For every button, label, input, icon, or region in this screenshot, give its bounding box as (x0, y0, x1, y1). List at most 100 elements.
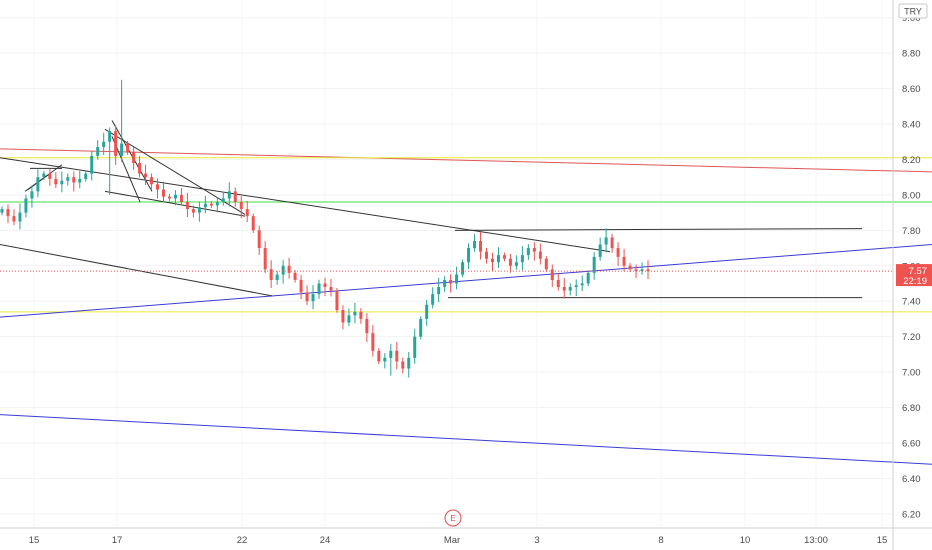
candle-body (203, 203, 207, 208)
candle-body (485, 251, 488, 259)
time-tick-label: 10 (740, 535, 751, 546)
candle-body (102, 141, 106, 148)
price-tick-label: 7.80 (902, 226, 921, 237)
candle-body (173, 194, 177, 199)
candle-body (221, 198, 225, 202)
candle-body (162, 189, 165, 197)
candle-body (413, 336, 417, 358)
time-tick-label: 15 (877, 535, 888, 546)
candle-body (227, 191, 231, 199)
trend-line (0, 244, 273, 297)
candle-body (556, 279, 560, 288)
candle-body (90, 155, 94, 174)
price-tick-label: 8.40 (902, 120, 921, 131)
candle-body (0, 209, 4, 213)
candle-body (592, 256, 596, 273)
candle-body (126, 143, 130, 153)
candle-body (407, 357, 411, 369)
trend-line (0, 244, 932, 318)
candle-body (185, 201, 189, 210)
price-tick-label: 6.60 (902, 438, 921, 449)
candle-body (473, 240, 477, 249)
trend-line (454, 228, 863, 231)
candle-body (233, 191, 237, 202)
candle-body (251, 216, 255, 231)
candle-body (215, 201, 219, 206)
currency-badge[interactable]: TRY (898, 3, 928, 19)
candle-body (461, 262, 465, 275)
candle-body (305, 292, 309, 302)
candle-body (425, 304, 429, 319)
candle-body (60, 180, 64, 185)
candle-body (197, 207, 201, 213)
candle-body (634, 269, 638, 272)
candle-body (239, 201, 243, 210)
candle-body (598, 244, 602, 257)
candle-body (24, 198, 28, 213)
candle-body (520, 255, 524, 263)
candle-body (502, 255, 506, 259)
candle-body (132, 152, 136, 164)
candle-body (144, 173, 148, 178)
candle-body (532, 248, 536, 252)
candle-body (72, 177, 76, 183)
candle-body (401, 361, 405, 369)
candle-body (120, 143, 124, 156)
candle-body (353, 311, 357, 316)
trend-line (0, 157, 611, 253)
price-tick-label: 7.40 (902, 297, 921, 308)
candle-body (341, 310, 345, 323)
time-tick-label: 22 (237, 535, 248, 546)
time-tick-label: Mar (444, 535, 460, 546)
candle-body (389, 350, 393, 358)
trend-line (0, 414, 932, 465)
candle-body (496, 255, 500, 263)
candle-body (96, 147, 100, 156)
price-tick-label: 6.20 (902, 509, 921, 520)
time-tick-label: 17 (112, 535, 123, 546)
last-price-tag: 7.57 22:19 (896, 264, 932, 287)
candle-body (610, 237, 614, 249)
candle-body (281, 265, 285, 275)
price-tick-label: 8.80 (902, 49, 921, 60)
candle-body (455, 274, 459, 284)
candle-body (48, 173, 52, 179)
price-tick-label: 7.20 (902, 332, 921, 343)
candle-body (383, 357, 387, 362)
candle-body (54, 178, 58, 185)
candle-body (335, 290, 339, 311)
time-tick-label: 3 (534, 535, 539, 546)
candle-body (167, 196, 171, 199)
event-marker-label: E (450, 514, 455, 523)
candle-body (269, 269, 273, 280)
price-tick-label: 9.00 (902, 13, 921, 24)
candle-body (323, 283, 327, 288)
candle-body (138, 163, 142, 174)
candle-body (78, 178, 82, 183)
time-tick-label: 13:00 (804, 535, 828, 546)
time-tick-label: 15 (29, 535, 40, 546)
candle-body (550, 269, 554, 280)
candle-body (574, 285, 578, 288)
time-tick-label: 8 (658, 535, 663, 546)
candle-body (42, 173, 46, 178)
bar-countdown: 22:19 (903, 276, 927, 287)
candle-body (257, 230, 261, 249)
candle-body (30, 191, 34, 199)
candle-body (616, 248, 620, 257)
trend-line (0, 148, 932, 173)
time-axis[interactable]: 15 17 22 24 Mar 3 8 10 13:00 15 (29, 535, 888, 546)
candle-body (311, 294, 315, 302)
candle-body (640, 269, 644, 272)
price-tick-label: 6.80 (902, 403, 921, 414)
event-marker[interactable]: E (444, 509, 462, 527)
candle-body (377, 350, 381, 362)
candle-body (287, 265, 291, 273)
candle-body (317, 283, 321, 295)
candle-body (36, 177, 40, 192)
candle-body (604, 237, 608, 245)
price-tick-label: 8.60 (902, 84, 921, 95)
candle-body (431, 294, 435, 305)
price-tick-label: 7.00 (902, 368, 921, 379)
